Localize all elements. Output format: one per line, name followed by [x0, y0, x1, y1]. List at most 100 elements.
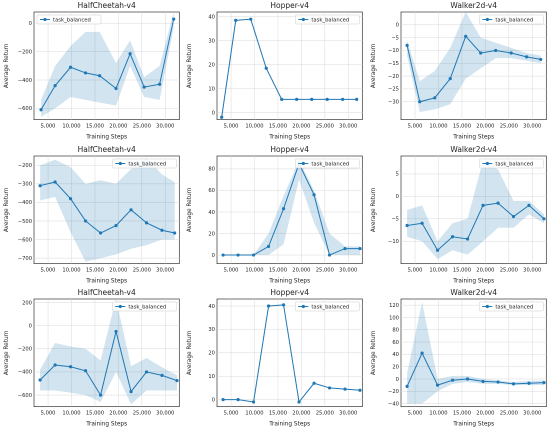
series-line	[223, 304, 361, 404]
y-axis-label: Average Return	[4, 187, 10, 232]
legend-marker	[302, 17, 306, 22]
data-point	[252, 400, 256, 404]
legend: task_balanced	[295, 14, 360, 25]
data-point	[173, 231, 177, 235]
x-tick-label: 5,000	[407, 411, 422, 417]
x-tick-label: 10,000	[429, 267, 447, 273]
data-point	[282, 303, 286, 307]
data-point	[478, 51, 482, 55]
data-point	[280, 97, 284, 101]
chart-title: Hopper-v4	[271, 1, 310, 10]
x-tick-label: 20,000	[476, 411, 494, 417]
y-tick-label: −400	[18, 78, 32, 84]
data-point	[83, 219, 88, 223]
data-point	[236, 253, 241, 257]
data-point	[114, 330, 118, 334]
x-tick-label: 5,000	[224, 267, 239, 273]
y-tick-label: −600	[18, 237, 32, 243]
data-point	[142, 85, 146, 89]
x-tick-label: 15,000	[269, 267, 287, 273]
legend-label: task_balanced	[312, 161, 350, 167]
data-point	[405, 43, 409, 47]
series-line	[40, 18, 175, 110]
data-point	[267, 244, 271, 248]
y-axis-label: Average Return	[187, 43, 193, 88]
x-tick-label: 15,000	[453, 267, 471, 273]
y-tick-label: 120	[389, 303, 399, 309]
data-point	[496, 201, 500, 205]
y-tick-label: 20	[209, 351, 216, 357]
x-tick-label: 25,000	[316, 411, 334, 417]
x-tick-label: 10,000	[246, 267, 264, 273]
data-point	[267, 304, 271, 308]
data-point	[527, 382, 531, 386]
y-tick-label: 60	[209, 188, 216, 194]
x-tick-label: 20,000	[293, 411, 311, 417]
legend-label: task_balanced	[312, 305, 350, 311]
series-line	[406, 202, 544, 251]
y-tick-label: −300	[18, 181, 32, 187]
series-line	[39, 331, 178, 397]
data-point	[234, 18, 238, 22]
x-tick-label: 15,000	[86, 267, 104, 273]
plot-area	[33, 298, 180, 408]
x-tick-label: 10,000	[246, 124, 264, 130]
data-point	[343, 246, 347, 250]
legend-marker	[485, 17, 489, 22]
chart-panel-1: HalfCheetah-v4 5,000 10,000 15,000 20,000 25,…	[4, 1, 180, 141]
data-point	[405, 223, 409, 227]
x-tick-label: 10,000	[429, 411, 447, 417]
x-tick-label: 25,000	[499, 267, 517, 273]
data-point	[538, 57, 542, 62]
x-axis-label: Training Steps	[452, 422, 494, 428]
confidence-band	[223, 159, 361, 255]
x-tick-label: 30,000	[156, 411, 174, 417]
data-point	[39, 108, 43, 112]
y-axis-label: Average Return	[187, 187, 193, 232]
legend-label: task_balanced	[128, 161, 166, 167]
legend-label: task_balanced	[495, 17, 533, 23]
y-tick-label: 0	[212, 252, 215, 258]
data-point	[158, 82, 162, 86]
y-tick-label: 30	[209, 328, 216, 334]
data-point	[172, 17, 176, 21]
data-point	[98, 393, 103, 398]
y-tick-label: −20	[388, 389, 399, 395]
data-point	[509, 51, 513, 55]
x-tick-label: 10,000	[62, 124, 80, 130]
data-point	[465, 237, 469, 241]
data-point	[38, 378, 42, 382]
chart-panel-8: Hopper-v4 5,000 10,000 15,000 20,000 25,000 30…	[187, 288, 363, 428]
x-axis-label: Training Steps	[269, 278, 311, 284]
data-point	[511, 382, 515, 386]
x-tick-label: 20,000	[476, 124, 494, 130]
y-tick-label: −200	[18, 163, 32, 169]
x-tick-label: 30,000	[523, 124, 541, 130]
plot-area	[216, 155, 363, 264]
x-tick-label: 10,000	[62, 411, 80, 417]
y-tick-label: −5	[391, 35, 399, 41]
y-tick-label: −600	[18, 393, 32, 399]
data-point	[450, 378, 454, 383]
legend: task_balanced	[295, 158, 360, 168]
data-point	[325, 97, 330, 101]
data-point	[221, 253, 226, 257]
chart-panel-3: Walker2d-v4 5,000 10,000 15,000 20,000 25,000…	[371, 1, 547, 141]
series-line	[39, 181, 175, 234]
confidence-band	[406, 11, 541, 112]
chart-title: Walker2d-v4	[450, 1, 497, 10]
x-tick-label: 30,000	[523, 267, 541, 273]
data-point	[98, 74, 102, 78]
data-point	[236, 398, 241, 402]
y-tick-label: 20	[209, 62, 216, 68]
data-point	[435, 248, 439, 252]
data-point	[405, 385, 409, 389]
data-point	[282, 206, 286, 211]
x-axis-label: Training Steps	[269, 135, 311, 141]
y-tick-label: −200	[18, 49, 32, 55]
y-tick-label: 40	[392, 352, 399, 358]
y-tick-label: 80	[209, 166, 216, 172]
data-point	[463, 34, 467, 38]
legend: task_balanced	[478, 302, 544, 312]
data-point	[114, 86, 118, 91]
